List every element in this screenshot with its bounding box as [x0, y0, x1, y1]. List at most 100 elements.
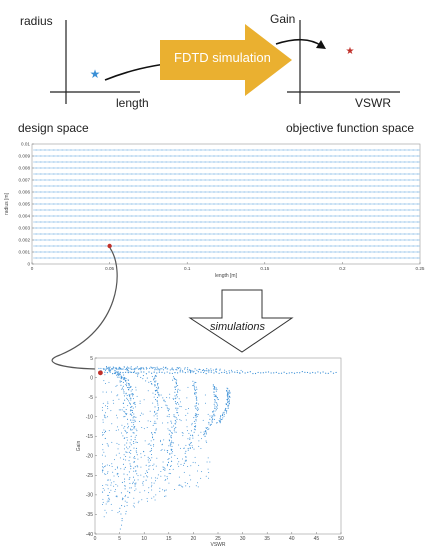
objective-scatter-point — [124, 494, 127, 496]
objective-scatter-point — [132, 419, 134, 421]
objective-scatter-point — [162, 369, 165, 371]
objective-scatter-point — [124, 426, 126, 428]
objective-scatter-point — [178, 485, 180, 487]
objective-scatter-point — [105, 412, 107, 414]
objective-scatter-point — [145, 366, 147, 368]
objective-scatter-point — [207, 427, 209, 429]
objective-scatter-point — [213, 418, 215, 421]
objective-scatter-point — [226, 410, 228, 412]
objective-scatter-point — [168, 416, 170, 418]
objective-scatter-point — [286, 372, 288, 375]
objective-scatter-point — [198, 440, 200, 442]
objective-scatter-point — [204, 435, 206, 437]
design-space-highlight-point — [107, 243, 112, 249]
objective-scatter-point — [174, 489, 176, 491]
objective-scatter-point — [215, 371, 218, 373]
objective-space-chart: 50-5-10-15-20-25-30-35-40 0 5 10 15 20 25 30 35… — [76, 356, 344, 548]
objective-scatter-point — [206, 441, 208, 443]
objective-scatter-point — [210, 370, 212, 372]
objective-scatter-point — [153, 422, 155, 424]
objective-scatter-point — [178, 476, 180, 478]
objective-scatter-point — [143, 451, 145, 453]
objective-scatter-point — [217, 398, 219, 401]
objective-scatter-point — [162, 466, 164, 468]
objective-scatter-point — [136, 454, 138, 456]
objective-scatter-point — [299, 372, 301, 374]
objective-scatter-point — [207, 428, 209, 431]
objective-scatter-point — [142, 375, 144, 377]
objective-scatter-point — [177, 384, 179, 387]
objective-scatter-point — [156, 477, 158, 479]
objective-scatter-point — [163, 372, 166, 374]
objective-scatter-point — [130, 413, 132, 415]
objective-scatter-point — [105, 503, 107, 505]
objective-scatter-point — [152, 367, 154, 369]
objective-scatter-point — [327, 372, 329, 374]
objective-scatter-point — [190, 442, 192, 444]
objective-scatter-point — [212, 415, 214, 417]
objective-scatter-point — [167, 461, 170, 463]
objective-scatter-point — [130, 399, 132, 401]
objective-scatter-point — [212, 384, 214, 386]
objective-scatter-point — [142, 413, 144, 415]
objective-scatter-point — [166, 476, 168, 478]
objective-scatter-point — [152, 468, 154, 470]
objective-scatter-point — [228, 404, 230, 406]
objective-scatter-point — [131, 389, 133, 391]
objective-scatter-point — [154, 381, 156, 383]
objective-scatter-point — [158, 387, 160, 389]
objective-scatter-point — [185, 419, 187, 421]
objective-scatter-point — [167, 408, 169, 410]
objective-scatter-point — [156, 389, 158, 391]
design-space-chart-ylabel: radius [m] — [4, 192, 10, 215]
objective-scatter-point — [143, 371, 145, 373]
objective-scatter-point — [155, 399, 157, 401]
objective-scatter-point — [113, 481, 115, 483]
objective-scatter-point — [125, 513, 127, 515]
objective-scatter-point — [195, 403, 197, 405]
objective-scatter-point — [197, 371, 199, 373]
objective-scatter-point — [129, 442, 131, 444]
objective-scatter-point — [198, 445, 200, 447]
objective-scatter-point — [226, 390, 228, 393]
objective-scatter-point — [134, 369, 136, 371]
objective-scatter-point — [134, 419, 136, 421]
objective-scatter-point — [185, 485, 187, 487]
objective-scatter-point — [195, 485, 197, 487]
objective-scatter-point — [125, 451, 127, 453]
objective-scatter-point — [191, 422, 193, 424]
objective-scatter-point — [114, 491, 116, 493]
objective-scatter-point — [195, 372, 197, 375]
objective-scatter-point — [143, 476, 145, 478]
objective-scatter-point — [121, 388, 123, 390]
y-tick-label: 0 — [27, 262, 30, 267]
objective-scatter-point — [101, 491, 103, 493]
objective-scatter-point — [160, 368, 162, 370]
objective-scatter-point — [144, 472, 146, 474]
objective-scatter-point — [111, 509, 113, 511]
objective-scatter-point — [127, 427, 129, 429]
objective-scatter-point — [211, 421, 213, 423]
objective-scatter-point — [102, 391, 104, 393]
objective-scatter-point — [214, 399, 216, 401]
objective-scatter-point — [137, 375, 139, 377]
objective-plot-frame — [94, 357, 342, 535]
objective-scatter-point — [182, 435, 184, 437]
objective-scatter-point — [145, 380, 147, 382]
objective-scatter-point — [153, 378, 155, 380]
objective-scatter-point — [154, 376, 156, 378]
objective-scatter-point — [164, 489, 166, 491]
objective-scatter-point — [166, 478, 168, 480]
objective-scatter-point — [148, 371, 150, 373]
objective-scatter-point — [115, 429, 117, 431]
objective-scatter-point — [227, 402, 229, 404]
objective-scatter-point — [301, 370, 303, 373]
objective-scatter-point — [173, 377, 175, 379]
objective-scatter-point — [225, 407, 227, 409]
objective-scatter-point — [130, 449, 132, 452]
objective-scatter-point — [194, 422, 196, 424]
objective-scatter-point — [214, 405, 216, 407]
objective-scatter-point — [156, 409, 158, 411]
objective-scatter-point — [104, 416, 106, 418]
objective-scatter-point — [273, 372, 275, 374]
